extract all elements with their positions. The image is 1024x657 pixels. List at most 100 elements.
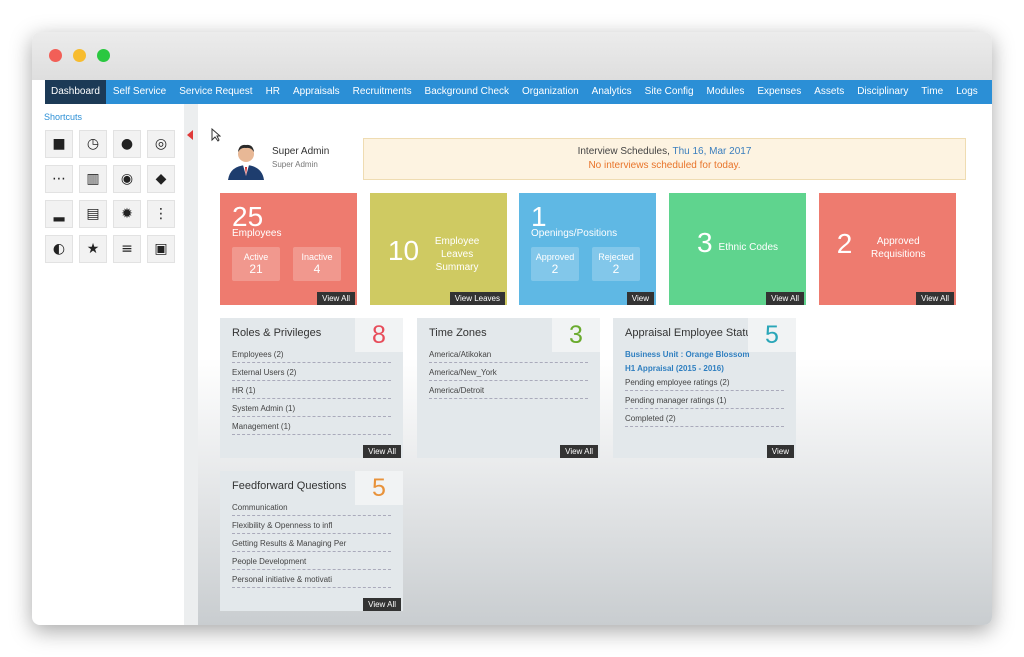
nav-item[interactable]: Dashboard xyxy=(45,80,106,104)
shortcut-glyph: ▥ xyxy=(86,171,100,187)
nav-item[interactable]: Recruitments xyxy=(352,86,412,97)
stat-value: 4 xyxy=(313,262,321,276)
tile-heading: 10 Employee Leaves Summary xyxy=(370,227,507,274)
panel-button[interactable]: View xyxy=(766,445,794,458)
shortcuts-title: Shortcuts xyxy=(44,112,83,122)
nav-item[interactable]: HR xyxy=(265,86,281,97)
sidebar-toggle[interactable] xyxy=(184,104,198,625)
panel-item: Completed (2) xyxy=(625,414,784,427)
interview-box: Interview Schedules, Thu 16, Mar 2017 No… xyxy=(363,138,966,180)
shortcut-icon[interactable]: ◆ xyxy=(147,165,175,193)
nav-item[interactable]: Organization xyxy=(522,86,579,97)
shortcut-icon[interactable]: ◷ xyxy=(79,130,107,158)
nav-item[interactable]: Logs xyxy=(956,86,978,97)
shortcut-glyph: ◐ xyxy=(52,241,66,257)
panel-link[interactable]: Business Unit : Orange Blossom xyxy=(625,350,750,359)
user-avatar xyxy=(224,136,268,180)
stat-label: Rejected xyxy=(598,252,634,262)
shortcut-glyph: ■ xyxy=(52,136,66,152)
nav-item[interactable]: Expenses xyxy=(757,86,802,97)
tile-number: 2 xyxy=(836,228,853,259)
shortcut-icon[interactable]: ≡ xyxy=(113,235,141,263)
shortcut-glyph: ● xyxy=(120,136,134,152)
panel-button[interactable]: View All xyxy=(363,445,401,458)
panel-item: America/Detroit xyxy=(429,386,588,399)
minimize-button[interactable] xyxy=(73,49,86,62)
nav-item[interactable]: Service Request xyxy=(179,86,253,97)
shortcut-icon[interactable]: ▣ xyxy=(147,235,175,263)
nav-item[interactable]: Analytics xyxy=(591,86,632,97)
stat-label: Inactive xyxy=(301,252,333,262)
panel-title: Roles & Privileges xyxy=(232,327,322,339)
panel-title: Feedforward Questions xyxy=(232,480,347,492)
shortcut-icon[interactable]: ✹ xyxy=(113,200,141,228)
panel-count: 8 xyxy=(355,318,403,352)
shortcut-glyph: ▂ xyxy=(53,206,65,222)
summary-panel: Roles & Privileges 8 Employees (2) External… xyxy=(220,318,403,458)
panel-item: America/New_York xyxy=(429,368,588,381)
panel-button[interactable]: View All xyxy=(560,445,598,458)
shortcut-icon[interactable]: ■ xyxy=(45,130,73,158)
nav-item[interactable]: Time xyxy=(921,86,944,97)
tile-number: 1 xyxy=(531,201,547,232)
shortcut-glyph: ▤ xyxy=(86,206,100,222)
interview-title: Interview Schedules, xyxy=(577,146,670,157)
shortcut-icon[interactable]: ⋮ xyxy=(147,200,175,228)
tile-button[interactable]: View xyxy=(626,292,654,305)
nav-bar: Dashboard Self Service Service Request HR Ap… xyxy=(45,80,992,104)
close-button[interactable] xyxy=(49,49,62,62)
maximize-button[interactable] xyxy=(97,49,110,62)
tile-label: Openings/Positions xyxy=(531,228,618,239)
nav-item[interactable]: Appraisals xyxy=(292,86,340,97)
nav-item[interactable]: Disciplinary xyxy=(857,86,909,97)
tile-label: Employee Leaves Summary xyxy=(434,236,480,273)
panel-link[interactable]: H1 Appraisal (2015 - 2016) xyxy=(625,364,724,373)
tile-heading: 3 Ethnic Codes xyxy=(669,227,806,259)
nav-item[interactable]: Modules xyxy=(706,86,745,97)
mouse-cursor xyxy=(211,128,221,142)
shortcut-icon[interactable]: ▂ xyxy=(45,200,73,228)
shortcut-glyph: ◆ xyxy=(155,171,167,187)
tile-number: 3 xyxy=(696,227,713,258)
tile-stat: Approved 2 xyxy=(531,247,579,281)
nav-item[interactable]: Site Config xyxy=(644,86,694,97)
stat-label: Active xyxy=(243,252,269,262)
panel-item: People Development xyxy=(232,557,391,570)
panel-item: Employees (2) xyxy=(232,350,391,363)
shortcut-glyph: ⋯ xyxy=(52,171,66,187)
panel-title: Time Zones xyxy=(429,327,487,339)
shortcut-glyph: ◎ xyxy=(154,136,168,152)
panel-item: America/Atikokan xyxy=(429,350,588,363)
tile-button[interactable]: View Leaves xyxy=(449,292,505,305)
interview-message: No interviews scheduled for today. xyxy=(588,160,741,171)
shortcut-icon[interactable]: ★ xyxy=(79,235,107,263)
tile-button[interactable]: View All xyxy=(916,292,954,305)
shortcut-icon[interactable]: ◉ xyxy=(113,165,141,193)
nav-item[interactable]: Self Service xyxy=(112,86,167,97)
panel-title: Appraisal Employee Status xyxy=(625,327,758,339)
shortcut-icon[interactable]: ▥ xyxy=(79,165,107,193)
browser-window: Dashboard Self Service Service Request HR Ap… xyxy=(32,32,992,625)
panel-button[interactable]: View All xyxy=(363,598,401,611)
shortcut-glyph: ★ xyxy=(86,241,100,257)
stat-tile: 25 Employees Active 21 Inactive 4 View All xyxy=(220,193,357,305)
nav-item[interactable]: Assets xyxy=(814,86,845,97)
stat-tile: 1 Openings/Positions Approved 2 Rejected 2 Vie… xyxy=(519,193,656,305)
panel-item: Getting Results & Managing Per xyxy=(232,539,391,552)
summary-panel: Time Zones 3 America/Atikokan America/New_Y… xyxy=(417,318,600,458)
shortcut-icon[interactable]: ● xyxy=(113,130,141,158)
tile-button[interactable]: View All xyxy=(766,292,804,305)
panel-count: 5 xyxy=(355,471,403,505)
stat-tile: 3 Ethnic Codes View All xyxy=(669,193,806,305)
panel-item: HR (1) xyxy=(232,386,391,399)
collapse-arrow[interactable] xyxy=(187,130,193,140)
shortcut-glyph: ⋮ xyxy=(154,206,168,222)
shortcut-icon[interactable]: ⋯ xyxy=(45,165,73,193)
shortcut-icon[interactable]: ▤ xyxy=(79,200,107,228)
nav-item[interactable]: Background Check xyxy=(424,86,510,97)
shortcut-icon[interactable]: ◎ xyxy=(147,130,175,158)
tile-button[interactable]: View All xyxy=(317,292,355,305)
summary-panel: Feedforward Questions 5 Communication Flexi… xyxy=(220,471,403,611)
shortcut-icon[interactable]: ◐ xyxy=(45,235,73,263)
